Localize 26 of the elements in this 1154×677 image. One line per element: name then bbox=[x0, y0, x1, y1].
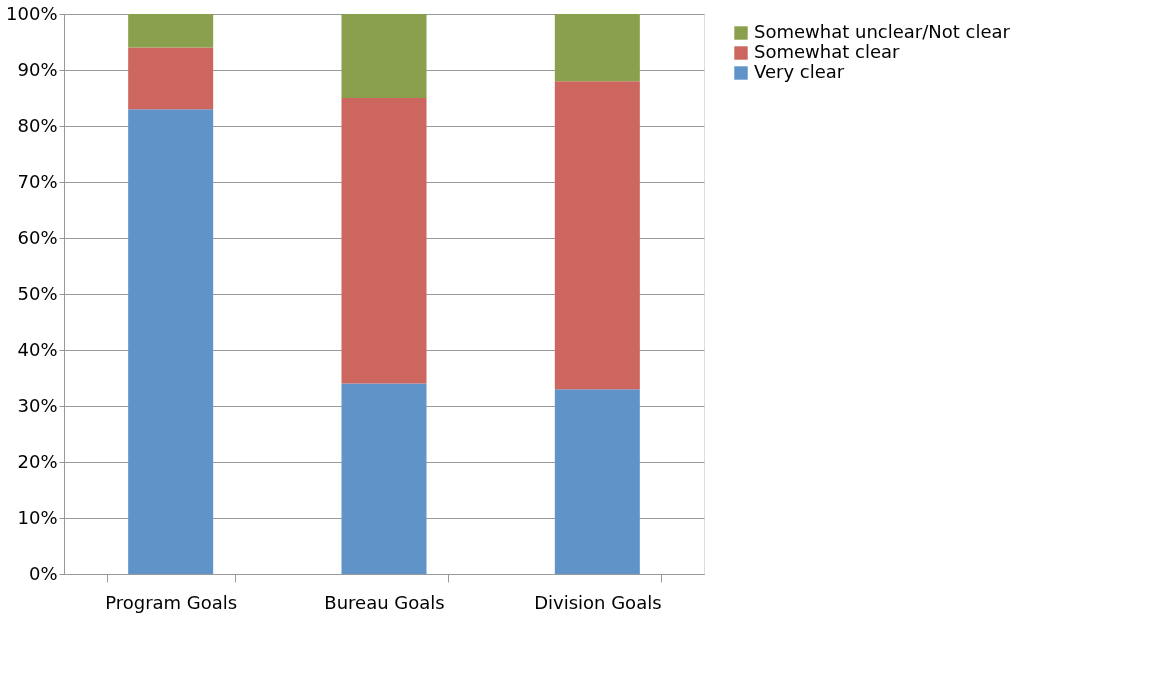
legend-label: Somewhat clear bbox=[754, 41, 900, 62]
y-tick-label: 20% bbox=[17, 450, 58, 472]
x-tick-label: Division Goals bbox=[534, 591, 662, 613]
y-tick-label: 90% bbox=[17, 58, 58, 80]
y-tick-label: 30% bbox=[17, 394, 58, 416]
bar bbox=[554, 389, 640, 574]
legend-label: Somewhat unclear/Not clear bbox=[754, 21, 1011, 42]
bar bbox=[554, 14, 640, 82]
bar bbox=[128, 14, 214, 48]
bar bbox=[341, 383, 427, 574]
y-tick-label: 100% bbox=[6, 2, 58, 24]
bar bbox=[554, 81, 640, 390]
bar bbox=[128, 47, 214, 110]
bar bbox=[128, 109, 214, 574]
y-tick-label: 80% bbox=[17, 114, 58, 136]
legend-label: Very clear bbox=[754, 61, 845, 82]
x-tick-label: Bureau Goals bbox=[324, 591, 445, 613]
y-tick-label: 10% bbox=[17, 506, 58, 528]
y-tick-label: 70% bbox=[17, 170, 58, 192]
bar bbox=[341, 14, 427, 98]
y-tick-label: 40% bbox=[17, 338, 58, 360]
y-tick-label: 50% bbox=[17, 282, 58, 304]
x-tick-label: Program Goals bbox=[105, 591, 238, 613]
y-tick-label: 60% bbox=[17, 226, 58, 248]
bar bbox=[341, 98, 427, 384]
y-tick-label: 0% bbox=[28, 562, 58, 584]
